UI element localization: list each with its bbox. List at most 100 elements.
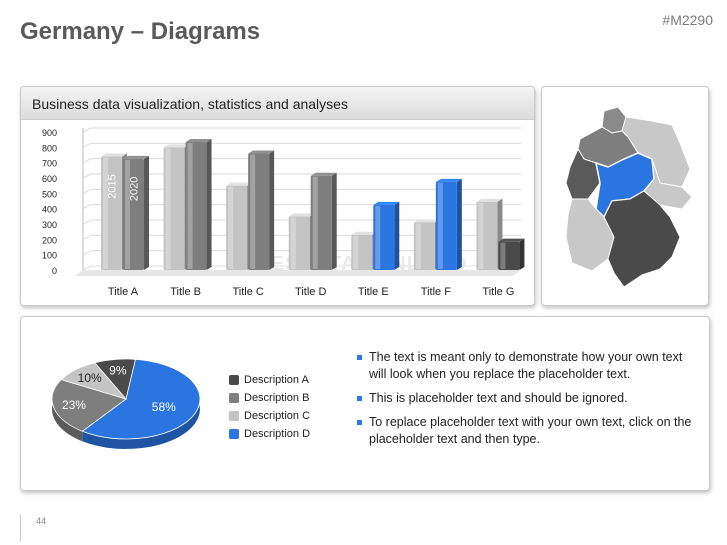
pie-slice (60, 362, 128, 400)
bar-top (498, 238, 525, 242)
bar (498, 241, 520, 270)
bar-side (206, 138, 212, 270)
y-tick-label: 500 (42, 189, 57, 199)
legend-item: Description A (229, 371, 310, 389)
legend-label: Description D (244, 428, 311, 440)
bar (248, 153, 270, 270)
bar-side (456, 178, 462, 270)
bar-highlight (187, 142, 193, 269)
y-tick-label: 800 (42, 143, 57, 153)
bar-top (413, 219, 440, 223)
gridline-depth (82, 204, 92, 210)
legend-label: Description B (244, 392, 310, 404)
x-category-label: Title D (295, 286, 326, 298)
y-tick-label: 200 (42, 235, 57, 245)
bar-top (476, 198, 503, 202)
bar (351, 234, 373, 270)
bar-top (185, 138, 212, 142)
bar-side (394, 201, 400, 270)
bar-top (123, 155, 149, 159)
gridline-depth (82, 188, 92, 194)
gridline-depth (82, 234, 92, 240)
y-tick-label: 600 (42, 174, 57, 184)
chart-panel-title: Business data visualization, statistics … (32, 96, 348, 112)
bar-highlight (415, 223, 421, 269)
pie-data-label: 58% (152, 400, 176, 414)
legend-swatch (229, 393, 239, 403)
y-tick-label: 100 (42, 251, 57, 261)
legend-swatch (229, 411, 239, 421)
bar-highlight (165, 148, 171, 269)
bar-chart-panel: Business data visualization, statistics … (20, 86, 535, 306)
bar-highlight (103, 157, 108, 269)
pie-slice (81, 358, 201, 440)
bar-chart: 0100200300400500600700800900PRESENTATION… (42, 127, 525, 298)
bullet-square-icon (357, 396, 362, 401)
legend-item: Description B (229, 389, 310, 407)
bar-top (351, 231, 378, 235)
bullet-text: The text is meant only to demonstrate ho… (369, 350, 683, 381)
bar-side (519, 238, 525, 270)
pie-data-label: 10% (78, 371, 102, 385)
legend-item: Description C (229, 407, 310, 425)
bar-highlight (228, 186, 234, 269)
pie-legend: Description A Description B Description … (229, 371, 310, 443)
chart-floor (75, 270, 521, 276)
bar-highlight (312, 176, 318, 269)
bullet-text: This is placeholder text and should be i… (369, 391, 628, 405)
legend-swatch (229, 429, 239, 439)
bar-highlight (290, 217, 296, 269)
pie-slice-side (52, 379, 83, 442)
bullet-square-icon (357, 420, 362, 425)
bar (185, 141, 207, 270)
bar-highlight (375, 205, 381, 269)
pie-chart-panel: 9% 58% 23% 10% Description A Description B … (20, 316, 710, 491)
germany-map (565, 106, 693, 288)
pie-data-label: 23% (62, 398, 86, 412)
gridline-depth (82, 142, 92, 148)
bullet-square-icon (357, 355, 362, 360)
series-label: 2020 (129, 177, 141, 201)
pie-slice-side (82, 359, 200, 449)
x-category-label: Title B (170, 286, 201, 298)
footer-divider (20, 514, 21, 542)
germany-map-panel (541, 86, 709, 306)
bar-side (269, 150, 275, 270)
bullet-text: To replace placeholder text with your ow… (369, 415, 692, 446)
bar (476, 201, 498, 270)
bar-highlight (478, 202, 484, 269)
page-title: Germany – Diagrams (20, 18, 261, 45)
y-tick-label: 0 (52, 266, 57, 276)
bar-top (248, 150, 275, 154)
bar (310, 175, 332, 270)
x-category-label: Title G (482, 286, 514, 298)
y-tick-label: 300 (42, 220, 57, 230)
bullet-item: This is placeholder text and should be i… (357, 390, 693, 407)
bullet-item: The text is meant only to demonstrate ho… (357, 349, 693, 383)
bar-top (373, 201, 400, 205)
legend-swatch (229, 375, 239, 385)
series-label: 2015 (107, 174, 119, 198)
bar-top (435, 178, 462, 182)
gridline-depth (82, 158, 92, 164)
map-region-south (603, 190, 681, 288)
bar (226, 185, 248, 270)
bullet-item: To replace placeholder text with your ow… (357, 414, 693, 448)
slide-id: #M2290 (662, 12, 713, 28)
bullet-list: The text is meant only to demonstrate ho… (357, 349, 693, 455)
pie-data-label: 9% (109, 364, 127, 378)
legend-item: Description D (229, 425, 310, 443)
gridline-depth (82, 250, 92, 256)
chart-panel-header: Business data visualization, statistics … (21, 87, 534, 120)
bar-top (163, 144, 190, 148)
bar-side (144, 155, 149, 270)
bar-highlight (437, 182, 443, 269)
bar-top (310, 172, 337, 176)
x-category-label: Title E (358, 286, 389, 298)
gridline-depth (82, 173, 92, 179)
bar (123, 158, 144, 270)
map-region-east (643, 158, 693, 210)
legend-label: Description A (244, 374, 309, 386)
page-number: 44 (36, 516, 47, 526)
bar (435, 181, 457, 270)
